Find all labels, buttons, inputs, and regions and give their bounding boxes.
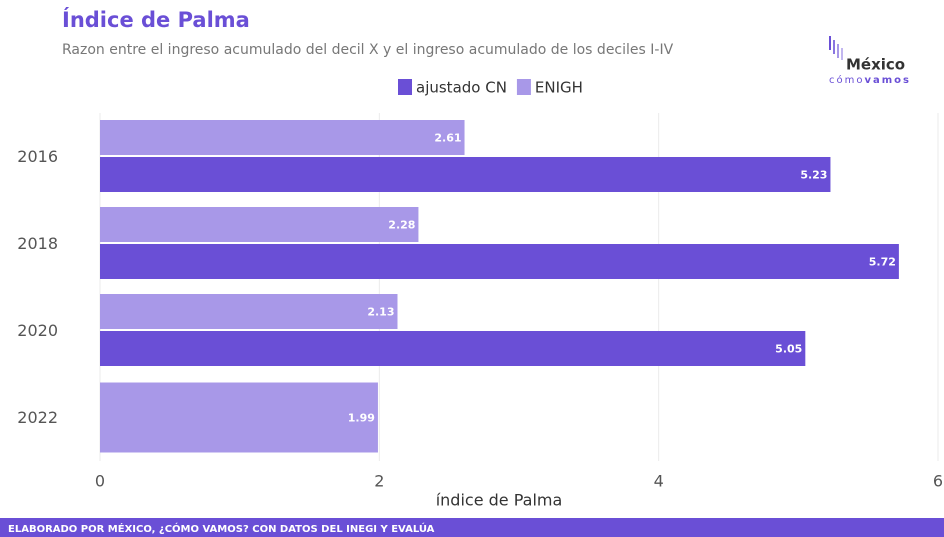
bar — [100, 294, 398, 329]
x-tick-label: 6 — [933, 472, 943, 491]
bar — [100, 207, 419, 242]
y-tick-label: 2016 — [17, 147, 58, 166]
data-label: 1.99 — [348, 412, 375, 425]
y-tick-label: 2020 — [17, 321, 58, 340]
logo-bar — [837, 44, 839, 58]
legend-label: ENIGH — [535, 79, 583, 97]
y-tick-label: 2018 — [17, 234, 58, 253]
legend-swatch — [516, 79, 531, 95]
x-axis-title: índice de Palma — [436, 491, 563, 510]
x-tick-label: 4 — [654, 472, 664, 491]
bar — [100, 244, 899, 279]
bar — [100, 120, 465, 155]
data-label: 2.28 — [388, 219, 415, 232]
bar — [100, 331, 806, 366]
logo-name: México — [846, 56, 905, 74]
logo-bar — [833, 40, 835, 54]
x-tick-label: 0 — [95, 472, 105, 491]
logo-bar — [829, 36, 831, 50]
data-label: 5.23 — [800, 169, 827, 182]
bar — [100, 382, 378, 453]
chart-title: Índice de Palma — [62, 7, 250, 32]
legend-label: ajustado CN — [416, 79, 507, 97]
footer-text: ELABORADO POR MÉXICO, ¿CÓMO VAMOS? CON D… — [8, 522, 435, 535]
data-label: 2.13 — [367, 306, 394, 319]
data-label: 5.72 — [869, 256, 896, 269]
logo-tagline: cómovamos — [829, 74, 911, 86]
legend-swatch — [398, 79, 412, 95]
legend: ajustado CN ENIGH — [398, 79, 583, 97]
logo-bar — [841, 48, 843, 60]
footer-band — [0, 518, 944, 537]
data-label: 2.61 — [434, 132, 461, 145]
logo: México cómovamos — [829, 36, 911, 86]
y-tick-label: 2022 — [17, 408, 58, 427]
logo-tagline-2: vamos — [864, 75, 911, 86]
logo-tagline-1: cómo — [829, 74, 864, 86]
x-tick-label: 2 — [374, 472, 384, 491]
bar — [100, 157, 831, 192]
chart-subtitle: Razon entre el ingreso acumulado del dec… — [62, 42, 674, 58]
data-label: 5.05 — [775, 343, 802, 356]
